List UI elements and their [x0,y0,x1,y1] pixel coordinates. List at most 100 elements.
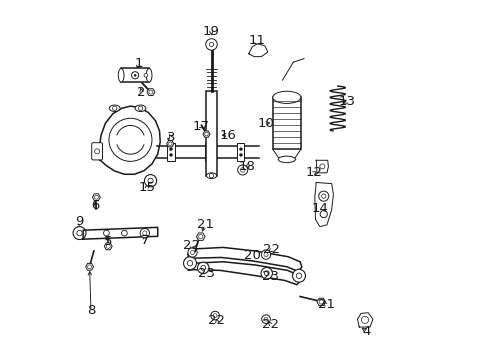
Text: 3: 3 [166,131,175,144]
Ellipse shape [272,91,300,103]
Circle shape [264,317,267,321]
Polygon shape [147,89,155,95]
Ellipse shape [109,105,120,112]
Circle shape [134,74,136,76]
Circle shape [239,148,242,150]
Text: 21: 21 [196,218,213,231]
Polygon shape [314,183,333,226]
Circle shape [319,300,323,304]
Ellipse shape [278,156,295,163]
Text: 21: 21 [317,298,334,311]
Polygon shape [357,313,372,327]
Circle shape [205,39,217,50]
Polygon shape [188,247,301,271]
Circle shape [296,273,301,279]
Circle shape [148,178,153,183]
Text: 9: 9 [75,215,83,228]
Text: 23: 23 [197,267,214,280]
Polygon shape [156,146,258,158]
Circle shape [207,153,210,156]
Circle shape [240,168,244,172]
Text: 15: 15 [138,181,155,194]
Text: 13: 13 [338,95,354,108]
Text: 10: 10 [257,117,274,130]
Circle shape [361,316,368,323]
Circle shape [103,230,109,236]
Circle shape [209,42,213,46]
Circle shape [261,250,270,259]
Polygon shape [83,227,158,239]
Ellipse shape [206,173,216,179]
Polygon shape [316,298,325,306]
Circle shape [73,226,86,239]
Text: 18: 18 [239,160,255,173]
Text: 14: 14 [311,202,327,215]
Bar [272,97,300,149]
Text: 20: 20 [244,249,261,262]
Bar [237,143,244,161]
Text: 23: 23 [262,270,279,283]
Bar [121,68,149,82]
Text: 19: 19 [203,25,219,38]
Polygon shape [272,149,300,159]
Bar [206,91,216,176]
Ellipse shape [146,68,152,82]
Circle shape [106,244,110,248]
Circle shape [320,211,326,218]
Polygon shape [104,243,112,250]
Circle shape [144,73,147,77]
Circle shape [237,165,247,175]
Ellipse shape [118,68,124,82]
Polygon shape [203,131,210,137]
Circle shape [213,314,217,318]
Text: 8: 8 [87,305,95,318]
Text: 6: 6 [91,199,99,212]
Text: 22: 22 [263,243,279,256]
Circle shape [198,234,203,239]
Circle shape [187,248,197,257]
Circle shape [292,269,305,282]
Circle shape [264,252,267,257]
Circle shape [183,257,196,270]
Circle shape [121,230,127,236]
Circle shape [142,231,146,235]
Circle shape [87,265,91,269]
Circle shape [144,175,156,187]
Text: 17: 17 [192,120,209,133]
Polygon shape [248,44,267,57]
Bar [167,143,174,161]
Text: 5: 5 [104,235,112,248]
Polygon shape [316,160,328,173]
Circle shape [318,191,328,201]
Circle shape [204,132,208,136]
Polygon shape [92,194,100,201]
Circle shape [239,153,242,156]
Text: 11: 11 [248,34,265,48]
Circle shape [261,267,272,279]
Text: 12: 12 [305,166,322,179]
Circle shape [77,230,82,236]
Polygon shape [188,262,300,285]
Circle shape [168,142,172,145]
Ellipse shape [135,105,145,112]
Text: 22: 22 [208,314,225,328]
Circle shape [94,195,98,199]
Circle shape [210,311,219,320]
Text: 7: 7 [140,234,149,247]
Circle shape [261,315,270,323]
Circle shape [169,153,172,156]
Circle shape [197,262,208,274]
Circle shape [321,194,325,198]
Polygon shape [99,106,160,174]
Polygon shape [166,141,174,147]
Circle shape [264,271,268,276]
Text: 4: 4 [362,325,370,338]
Text: 1: 1 [134,57,142,70]
Bar [204,143,212,161]
Polygon shape [85,264,93,270]
Circle shape [187,261,192,266]
Text: 22: 22 [261,318,278,331]
Circle shape [319,164,324,169]
FancyBboxPatch shape [92,143,102,160]
Text: 16: 16 [220,129,236,142]
